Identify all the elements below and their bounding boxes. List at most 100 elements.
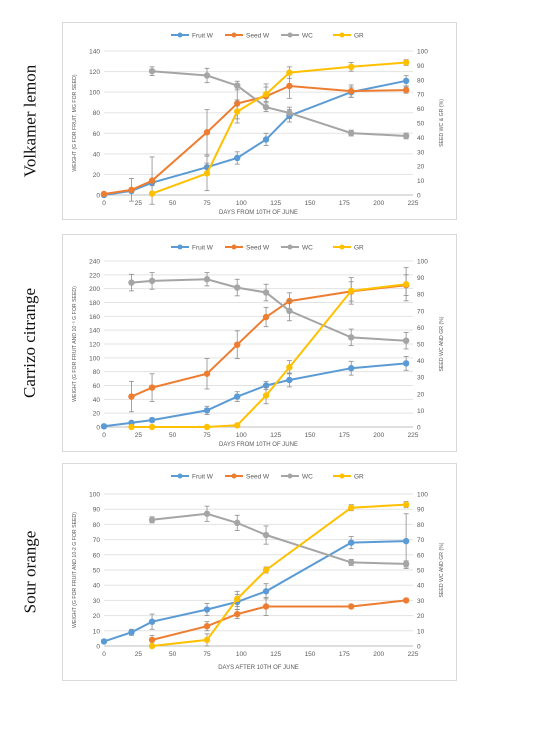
y2-tick-label: 20 <box>417 164 425 171</box>
legend-marker <box>339 473 345 479</box>
data-point <box>402 501 410 508</box>
legend-marker <box>339 32 345 38</box>
data-point <box>348 63 355 71</box>
x-tick-label: 50 <box>169 651 177 658</box>
x-tick-label: 100 <box>236 432 247 439</box>
series-line <box>103 540 407 643</box>
y-tick-label: 240 <box>89 259 100 266</box>
y2-tick-label: 40 <box>417 583 425 590</box>
data-point <box>100 190 108 198</box>
y-tick-label: 100 <box>89 90 100 97</box>
data-point <box>148 384 156 391</box>
y-tick-label: 0 <box>96 425 100 432</box>
y-tick-label: 20 <box>93 411 101 418</box>
data-point <box>262 603 270 610</box>
data-point <box>203 72 211 79</box>
data-point <box>148 642 156 650</box>
legend-label: Seed W <box>246 245 270 252</box>
chart-sour-orange: 0 10 20 30 40 50 60 70 80 90 100 0 10 20 30 40 50 60 70 80 9… <box>72 473 445 671</box>
y-tick-label: 50 <box>93 568 101 575</box>
y2-axis-title: SEED WC & GR (%) <box>439 99 445 147</box>
data-point <box>234 519 241 527</box>
x-tick-label: 225 <box>408 651 419 658</box>
data-point <box>148 277 156 285</box>
y2-tick-label: 0 <box>417 425 421 432</box>
x-tick-label: 125 <box>270 651 281 658</box>
x-tick-label: 200 <box>373 432 384 439</box>
data-point <box>262 103 270 111</box>
data-point <box>402 132 410 140</box>
x-tick-label: 25 <box>135 432 143 439</box>
legend-marker <box>231 32 237 38</box>
data-point <box>262 531 270 539</box>
x-tick-label: 100 <box>236 651 247 658</box>
x-tick-label: 175 <box>339 432 350 439</box>
y2-tick-label: 80 <box>417 77 425 84</box>
series-line <box>151 512 407 565</box>
row-label-carrizo: Carrizo citrange <box>0 234 60 452</box>
y-tick-label: 0 <box>96 644 100 651</box>
data-point <box>262 392 270 399</box>
y2-tick-label: 40 <box>417 135 425 142</box>
data-point <box>148 177 156 184</box>
data-point <box>286 307 293 314</box>
y2-tick-label: 20 <box>417 391 425 398</box>
legend-marker <box>287 244 293 250</box>
legend-marker <box>177 32 183 38</box>
data-point <box>234 284 241 291</box>
y-tick-label: 90 <box>93 507 101 514</box>
x-axis-title: DAYS FROM 10TH OF JUNE <box>219 210 298 216</box>
row-label-volkamer: Volkamer lemon <box>0 22 60 220</box>
data-point <box>234 154 241 162</box>
data-point <box>128 186 135 194</box>
data-point <box>148 67 156 75</box>
x-tick-label: 225 <box>408 432 419 439</box>
x-tick-label: 25 <box>135 200 143 207</box>
y2-tick-label: 50 <box>417 568 425 575</box>
data-point <box>128 393 135 400</box>
series-line <box>103 362 407 428</box>
y2-tick-label: 10 <box>417 178 425 185</box>
y2-tick-label: 90 <box>417 275 425 282</box>
y2-tick-label: 40 <box>417 358 425 365</box>
data-point <box>348 603 355 610</box>
data-point <box>402 77 410 85</box>
data-point <box>402 360 410 367</box>
y-tick-label: 160 <box>89 314 100 321</box>
data-point <box>203 606 211 613</box>
data-point <box>402 560 410 568</box>
data-point <box>348 365 355 372</box>
y2-axis-title: SEED WC AND GR (%) <box>439 316 445 371</box>
y-tick-label: 30 <box>93 598 101 605</box>
legend-label: WC <box>302 33 313 40</box>
y2-tick-label: 90 <box>417 507 425 514</box>
chart-panel-volkamer: 0 20 40 60 80 100 120 140 0 10 20 30 40 50 60 70 80 90 100… <box>62 22 457 220</box>
data-point <box>203 370 211 377</box>
data-point <box>203 407 211 414</box>
data-point <box>148 190 156 197</box>
data-point <box>234 422 241 429</box>
data-point <box>128 423 135 431</box>
row-label-text: Sour orange <box>20 530 39 614</box>
data-point <box>262 588 270 595</box>
series-line <box>151 599 407 641</box>
x-tick-label: 125 <box>270 432 281 439</box>
data-point <box>348 539 355 546</box>
legend-label: WC <box>302 245 313 252</box>
legend-marker <box>339 244 345 250</box>
x-tick-label: 200 <box>373 200 384 207</box>
series-line <box>131 278 407 342</box>
y-tick-label: 70 <box>93 537 101 544</box>
y2-tick-label: 80 <box>417 292 425 299</box>
data-point <box>402 537 410 545</box>
y2-tick-label: 60 <box>417 106 425 113</box>
data-point <box>203 170 211 177</box>
y2-tick-label: 100 <box>417 259 428 266</box>
legend-label: Fruit W <box>192 33 214 40</box>
legend-marker <box>287 473 293 479</box>
y2-tick-label: 0 <box>417 644 421 651</box>
row-label-sour-orange: Sour orange <box>0 463 60 681</box>
y-tick-label: 20 <box>93 613 101 620</box>
row-label-text: Volkamer lemon <box>20 64 39 178</box>
y-tick-label: 200 <box>89 286 100 293</box>
